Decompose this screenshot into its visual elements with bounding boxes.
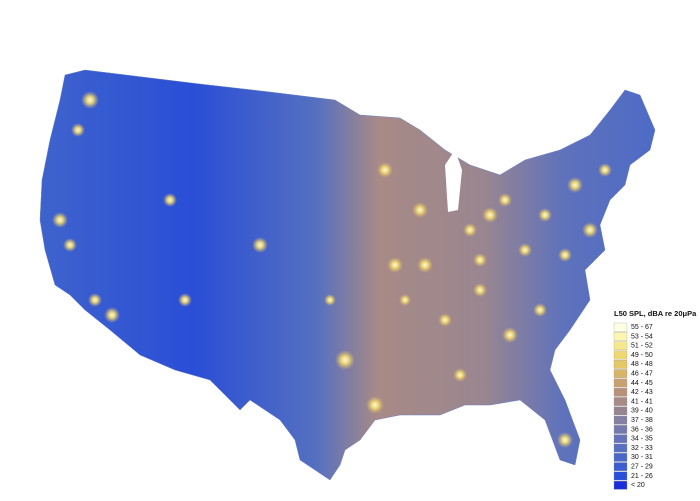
legend-label: 42 - 43 <box>631 389 653 396</box>
city-glow <box>366 396 384 414</box>
city-glow <box>502 327 518 343</box>
city-lights <box>52 91 612 448</box>
city-glow <box>453 368 467 382</box>
city-glow <box>438 313 452 327</box>
city-glow <box>567 177 583 193</box>
city-glow <box>533 303 547 317</box>
legend-swatch <box>613 443 628 453</box>
legend-swatch <box>613 453 628 462</box>
legend-label: < 20 <box>631 482 645 489</box>
city-glow <box>252 237 268 253</box>
legend-swatch <box>613 462 628 471</box>
legend-swatch <box>613 425 628 434</box>
legend-swatch <box>613 415 628 425</box>
city-glow <box>81 91 99 109</box>
legend-label: 46 - 47 <box>631 370 653 377</box>
legend-label: 21 - 26 <box>631 473 653 480</box>
city-glow <box>88 293 102 307</box>
legend-label: 27 - 29 <box>631 463 653 470</box>
legend-label: 39 - 40 <box>631 408 653 415</box>
legend: 55 - 67 53 - 54 51 - 52 49 - 50 48 - 48 46 - … <box>613 322 653 490</box>
great-lakes <box>445 150 462 212</box>
legend-title: L50 SPL, dBA re 20μPa <box>614 309 697 318</box>
legend-label: 44 - 45 <box>631 380 653 387</box>
city-glow <box>582 222 598 238</box>
legend-label: 37 - 38 <box>631 417 653 424</box>
city-glow <box>558 248 572 262</box>
legend-label: 51 - 52 <box>631 343 653 350</box>
legend-swatch <box>613 480 628 490</box>
legend-label: 55 - 67 <box>631 324 653 331</box>
city-glow <box>417 257 433 273</box>
city-glow <box>163 193 177 207</box>
legend-swatch <box>613 406 628 416</box>
legend-swatch <box>613 332 628 341</box>
city-glow <box>473 253 487 267</box>
city-glow <box>498 193 512 207</box>
legend-swatch <box>613 360 628 369</box>
city-glow <box>557 432 573 448</box>
city-glow <box>412 202 428 218</box>
legend-label: 36 - 36 <box>631 426 653 433</box>
legend-label: 32 - 33 <box>631 445 653 452</box>
legend-swatch <box>613 378 628 388</box>
legend-label: 34 - 35 <box>631 436 653 443</box>
city-glow <box>104 307 120 323</box>
city-glow <box>399 294 411 306</box>
city-glow <box>473 283 487 297</box>
legend-swatch <box>613 471 628 481</box>
legend-swatch <box>613 434 628 444</box>
city-glow <box>324 294 336 306</box>
us-outline <box>39 69 656 481</box>
legend-label: 30 - 31 <box>631 454 653 461</box>
city-glow <box>598 163 612 177</box>
city-glow <box>463 223 477 237</box>
legend-label: 48 - 48 <box>631 361 653 368</box>
city-glow <box>178 293 192 307</box>
legend-label: 41 - 41 <box>631 398 653 405</box>
city-glow <box>538 208 552 222</box>
legend-swatch <box>613 387 628 397</box>
city-glow <box>335 350 355 370</box>
city-glow <box>482 207 498 223</box>
legend-swatch <box>613 397 628 406</box>
city-glow <box>63 238 77 252</box>
legend-swatch <box>613 322 628 332</box>
legend-label: 53 - 54 <box>631 333 653 340</box>
legend-swatch <box>613 350 628 360</box>
city-glow <box>71 123 85 137</box>
legend-label: 49 - 50 <box>631 352 653 359</box>
legend-swatch <box>613 369 628 378</box>
legend-swatch <box>613 341 628 351</box>
city-glow <box>387 257 403 273</box>
city-glow <box>518 243 532 257</box>
city-glow <box>377 162 393 178</box>
city-glow <box>52 212 68 228</box>
